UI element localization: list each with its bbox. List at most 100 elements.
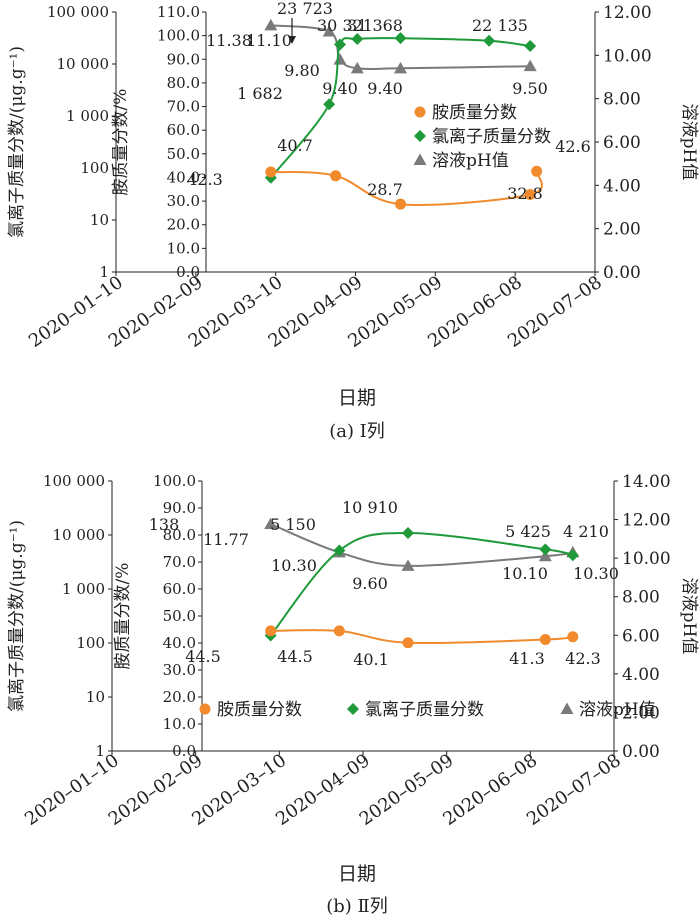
linear-y-tick-label: 60.0	[163, 580, 196, 598]
chloride-data-label: 22 135	[472, 16, 528, 35]
linear-y-tick-label: 80.0	[167, 74, 200, 92]
log-y-axis-label: 氯离子质量分数/(μg.g⁻¹)	[7, 46, 27, 238]
log-y-tick-label: 10 000	[53, 526, 106, 544]
log-y-tick-label: 1	[95, 742, 105, 760]
right-y-tick-label: 14.00	[622, 472, 671, 492]
chloride-data-label: 4 210	[563, 522, 609, 541]
legend-label: 溶液pH值	[579, 700, 656, 720]
chloride-data-label: 31 368	[347, 16, 403, 35]
right-y-tick-label: 12.00	[603, 3, 652, 23]
linear-y-axis-label: 胺质量分数/%	[111, 89, 131, 196]
legend-label: 氯离子质量分数	[432, 127, 551, 147]
log-y-axis-label: 氯离子质量分数/(μg.g⁻¹)	[7, 520, 27, 712]
legend: 胺质量分数 氯离子质量分数 溶液pH值	[199, 700, 656, 720]
ph-data-point	[523, 59, 537, 72]
linear-y-tick-label: 50.0	[163, 607, 196, 625]
annotation-arrow-head	[288, 36, 296, 44]
amine-data-label: 41.3	[509, 649, 545, 668]
linear-y-tick-label: 50.0	[167, 145, 200, 163]
legend-marker	[347, 703, 359, 715]
legend-marker	[414, 106, 426, 118]
right-y-tick-label: 4.00	[622, 665, 660, 685]
linear-y-tick-label: 60.0	[167, 121, 200, 139]
linear-y-tick-label: 40.0	[163, 634, 196, 652]
amine-data-label: 42.3	[565, 649, 601, 668]
right-y-tick-label: 0.00	[622, 742, 660, 762]
amine-data-point	[333, 625, 345, 637]
ph-data-label: 10.30	[271, 556, 317, 575]
ph-data-point	[322, 25, 336, 37]
chloride-data-label: 10 910	[342, 498, 398, 517]
chloride-data-label: 23 723	[277, 0, 333, 18]
x-axis-label: 日期	[338, 387, 376, 409]
log-y-tick-label: 100 000	[43, 472, 105, 490]
chloride-data-point	[323, 98, 336, 111]
linear-y-tick-label: 0.0	[176, 263, 200, 281]
legend-marker	[199, 703, 211, 715]
legend-label: 氯离子质量分数	[365, 700, 484, 720]
legend-label: 溶液pH值	[432, 151, 509, 171]
chloride-data-label: 30 321	[317, 16, 373, 35]
linear-y-tick-label: 10.0	[167, 239, 200, 257]
linear-y-tick-label: 70.0	[167, 98, 200, 116]
chloride-data-point	[333, 544, 346, 557]
amine-data-point	[330, 170, 342, 182]
linear-y-tick-label: 90.0	[163, 499, 196, 517]
amine-data-point	[265, 625, 277, 637]
chloride-data-point	[402, 526, 414, 539]
log-y-tick-label: 1 000	[66, 107, 109, 125]
chloride-data-point	[483, 34, 496, 47]
right-y-tick-label: 2.00	[622, 703, 660, 723]
x-tick-label: 2020–07–08	[523, 750, 625, 830]
linear-y-axis-label: 胺质量分数/%	[113, 563, 133, 670]
amine-data-label: 32.8	[507, 184, 543, 203]
log-y-tick-label: 10	[86, 688, 105, 706]
log-y-tick-label: 1 000	[62, 580, 105, 598]
right-y-tick-label: 10.00	[622, 549, 671, 569]
chloride-data-label: 5 425	[505, 522, 551, 541]
log-y-tick-label: 10 000	[57, 55, 110, 73]
right-y-tick-label: 6.00	[603, 133, 641, 153]
amine-data-label: 42.3	[187, 170, 223, 189]
ph-data-point	[401, 559, 415, 571]
linear-y-tick-label: 30.0	[163, 661, 196, 679]
ph-data-point	[350, 61, 364, 74]
amine-data-label: 28.7	[367, 180, 403, 199]
linear-y-tick-label: 70.0	[163, 553, 196, 571]
amine-data-point	[524, 188, 536, 200]
linear-y-tick-label: 0.0	[172, 742, 196, 760]
ph-data-label: 11.38	[206, 31, 252, 50]
right-y-tick-label: 10.00	[603, 46, 652, 66]
amine-data-label: 44.5	[185, 647, 221, 666]
amine-series-line	[270, 629, 573, 645]
chloride-data-label: 1 682	[237, 84, 283, 103]
chart-caption: (b) Ⅱ列	[326, 896, 388, 917]
amine-data-point	[395, 198, 406, 210]
ph-data-label: 10.10	[502, 564, 548, 583]
linear-y-tick-label: 80.0	[163, 526, 196, 544]
amine-data-point	[402, 637, 414, 649]
right-y-tick-label: 0.00	[603, 263, 641, 283]
right-y-tick-label: 12.00	[622, 511, 671, 531]
amine-data-label: 42.6	[555, 137, 591, 156]
log-y-tick-label: 100 000	[47, 3, 109, 21]
legend-marker	[560, 702, 574, 714]
chloride-data-point	[333, 38, 346, 51]
ph-data-label: 9.40	[322, 79, 358, 98]
amine-data-label: 40.7	[277, 136, 313, 155]
chloride-data-point	[566, 549, 579, 562]
x-axis-label: 日期	[338, 863, 376, 885]
chloride-data-label: 5 150	[270, 515, 316, 534]
log-y-tick-label: 10	[90, 211, 109, 229]
chloride-data-label: 138	[149, 515, 180, 534]
ph-data-label: 9.60	[352, 574, 388, 593]
legend-label: 胺质量分数	[217, 700, 302, 720]
log-y-tick-label: 1	[99, 263, 109, 281]
right-y-tick-label: 8.00	[603, 90, 641, 110]
linear-y-tick-label: 20.0	[163, 688, 196, 706]
right-y-axis-label: 溶液pH值	[679, 104, 699, 181]
legend-marker	[414, 130, 426, 142]
chloride-data-point	[524, 40, 537, 53]
chart-caption: (a) Ⅰ列	[329, 421, 385, 442]
